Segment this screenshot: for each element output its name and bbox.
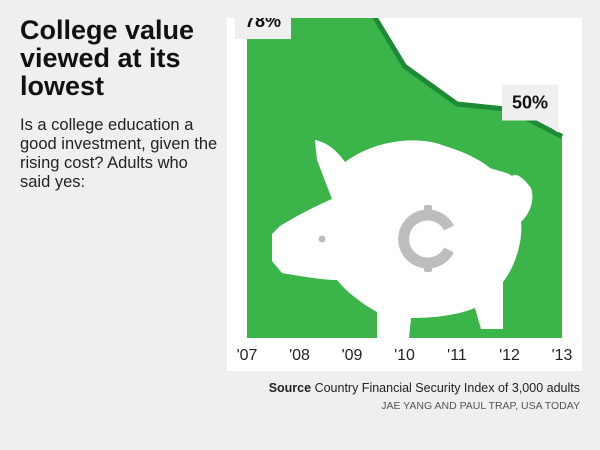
x-tick-label: '10 — [394, 347, 415, 364]
callout-pointer — [540, 120, 558, 133]
callout-box — [235, 18, 291, 40]
chart-subtitle: Is a college education a good investment… — [20, 116, 218, 191]
x-tick-label: '09 — [342, 347, 363, 364]
cent-sign-icon — [398, 205, 454, 272]
x-tick-label: '13 — [552, 347, 573, 364]
piggy-bank-eye — [318, 235, 326, 243]
piggy-bank-icon — [272, 140, 533, 338]
x-tick-label: '07 — [237, 347, 258, 364]
callout-start: 78% — [235, 18, 291, 40]
value-callouts: 78% 50% — [235, 18, 558, 133]
x-tick-label: '08 — [289, 347, 310, 364]
callout-box — [502, 84, 558, 121]
data-label: 78% — [245, 18, 281, 31]
source-note: Source Country Financial Security Index … — [269, 381, 580, 395]
cent-letter — [398, 209, 454, 269]
source-text: Country Financial Security Index of 3,00… — [314, 381, 580, 395]
x-tick-label: '12 — [499, 347, 520, 364]
credit-line: JAE YANG AND PAUL TRAP, USA TODAY — [381, 400, 580, 412]
source-label: Source — [268, 381, 312, 395]
x-tick-label: '11 — [447, 347, 467, 364]
chart-title: College value viewed at its lowest — [20, 15, 195, 101]
data-label: 50% — [512, 93, 548, 113]
area-chart: 78% 50% '07 '08 '09 '10 '11 '12 '13 — [235, 18, 573, 364]
chart-panel: 78% 50% '07 '08 '09 '10 '11 '12 '13 — [227, 18, 582, 371]
x-axis-ticks: '07 '08 '09 '10 '11 '12 '13 — [237, 347, 573, 364]
callout-end: 50% — [502, 84, 558, 133]
